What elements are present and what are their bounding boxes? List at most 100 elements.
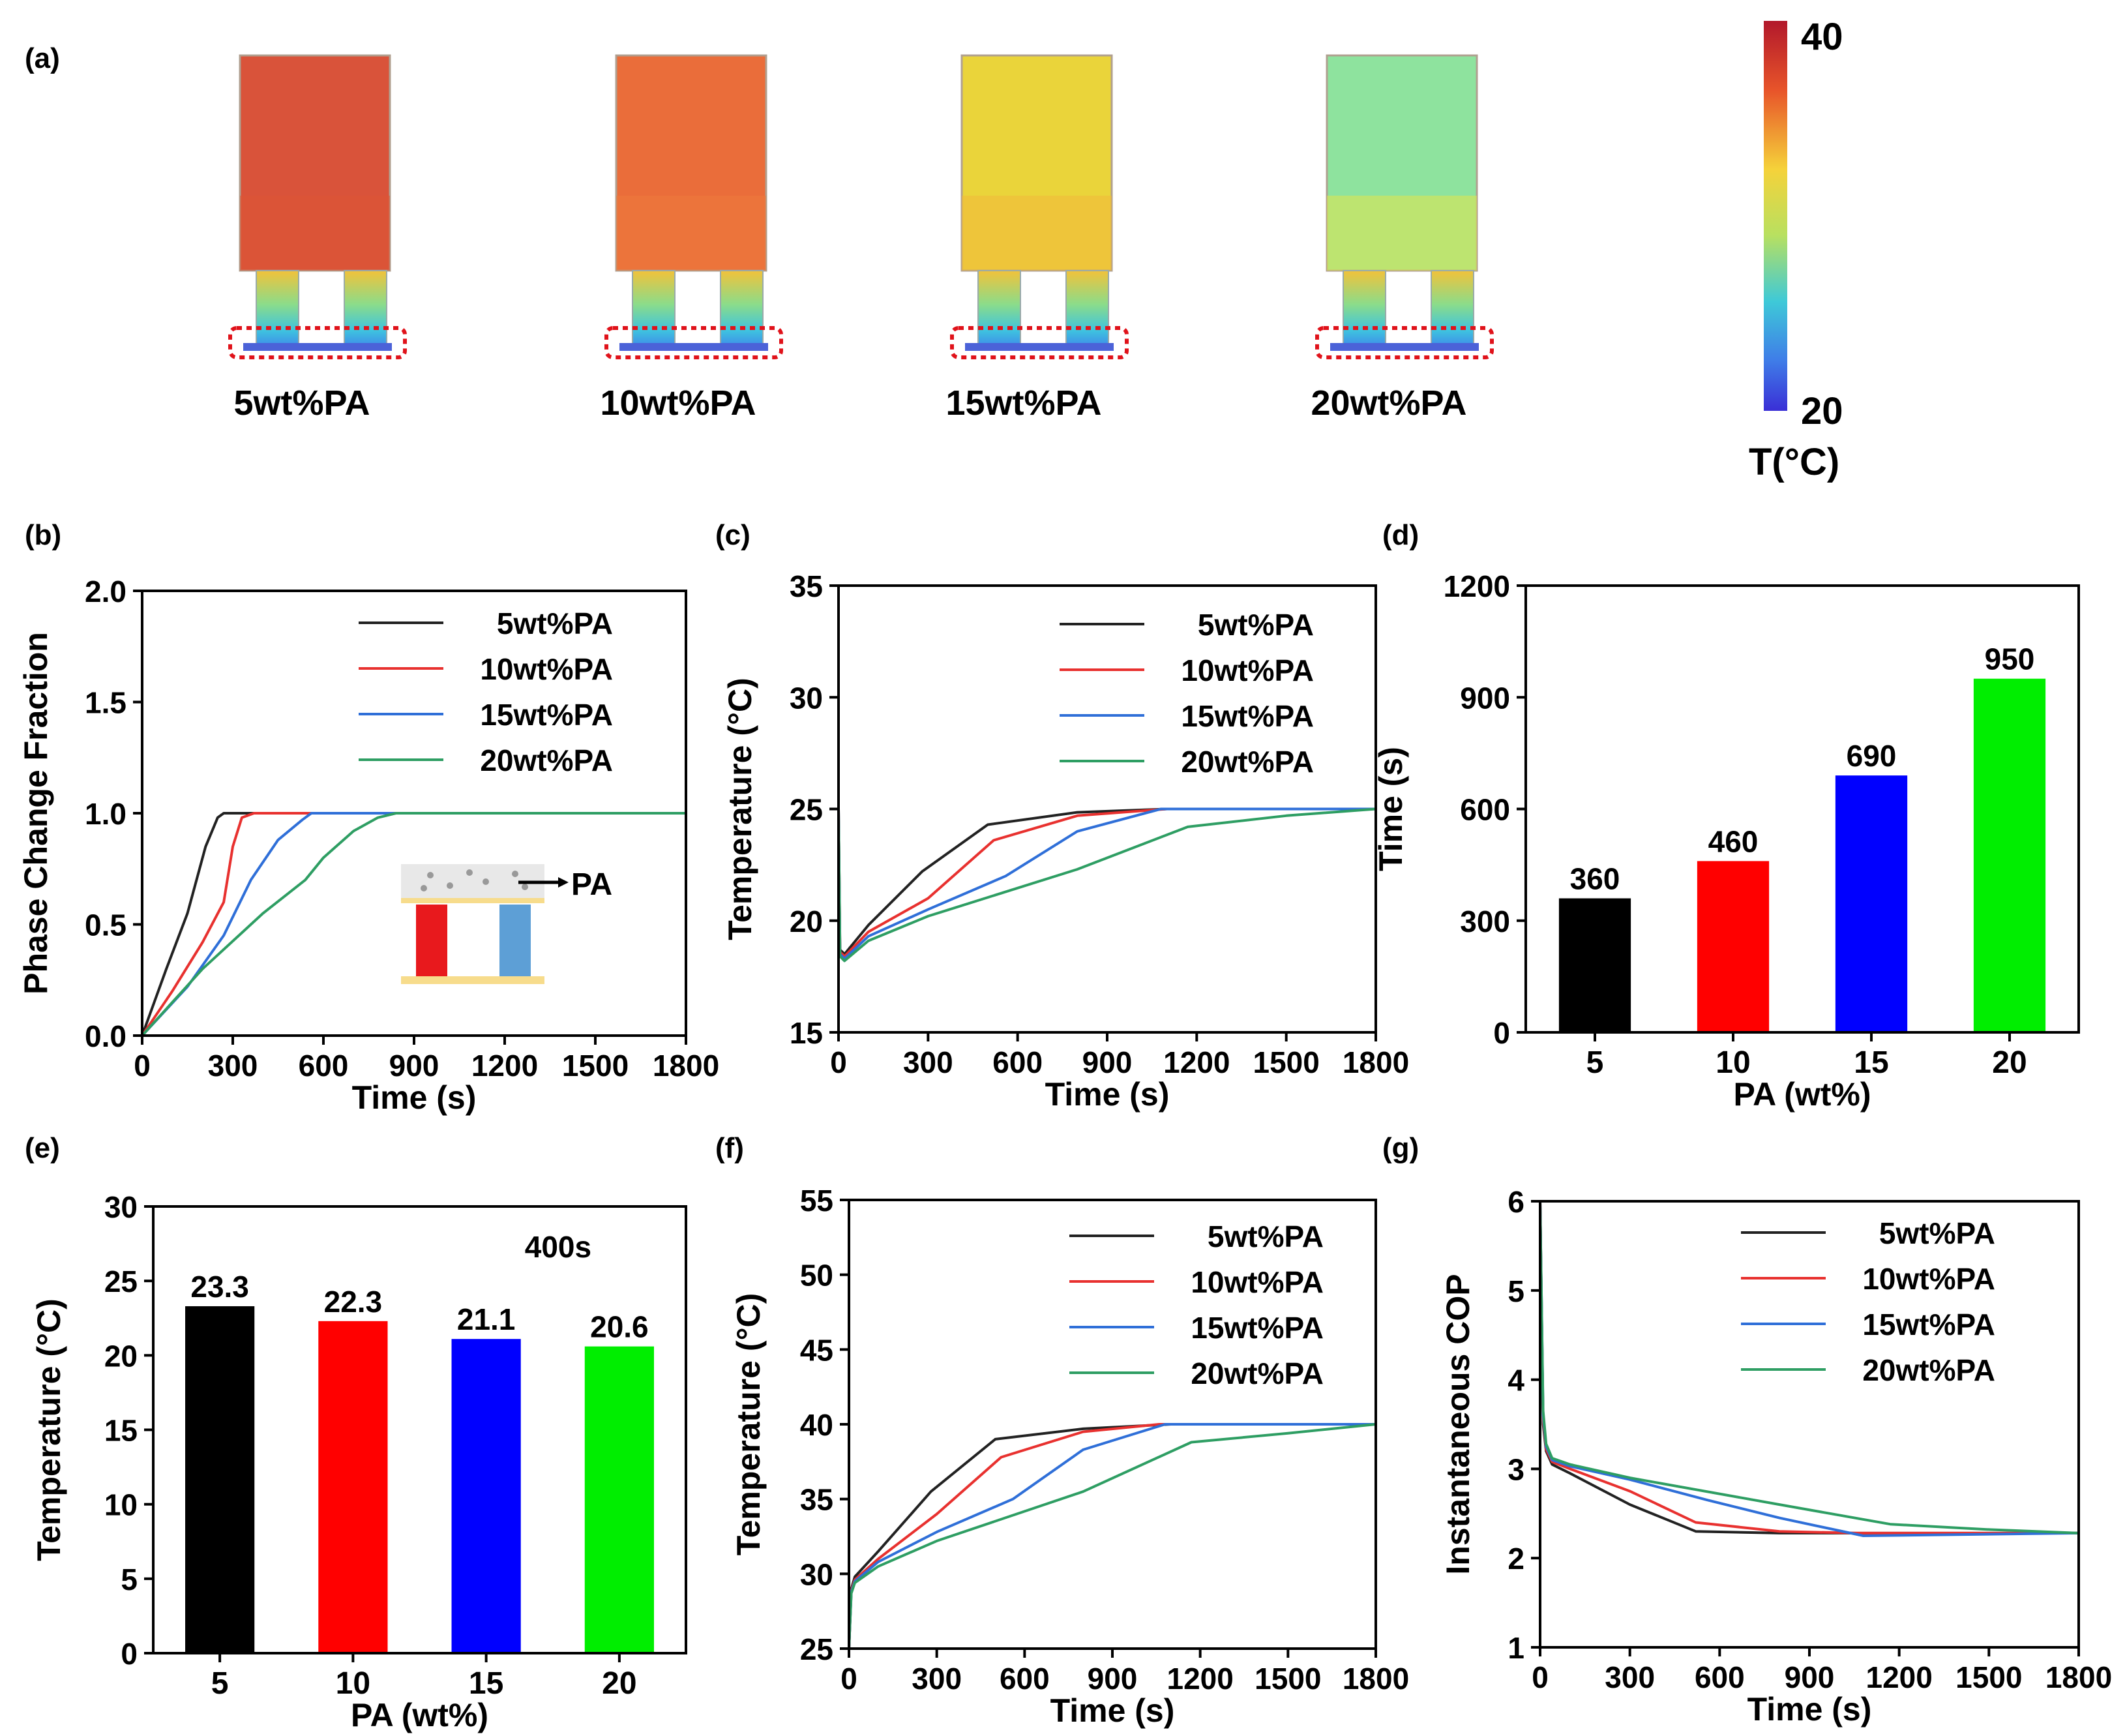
bar-value-label: 950 [1985, 642, 2035, 676]
panel-label: (b) [25, 519, 61, 551]
x-axis-label: PA (wt%) [1733, 1076, 1871, 1113]
y-tick-label: 600 [1460, 793, 1510, 827]
thermoelectric-leg-left [977, 270, 1021, 346]
y-tick-label: 40 [800, 1408, 833, 1442]
sample-label: 5wt%PA [233, 383, 370, 423]
plot-frame [1539, 1200, 2080, 1649]
thermoelectric-leg-right [720, 270, 764, 346]
y-tick-label: 0 [121, 1637, 138, 1671]
bar [1558, 898, 1631, 1032]
y-tick-label: 900 [1460, 681, 1510, 715]
x-tick-label: 20 [1992, 1045, 2027, 1080]
y-tick-label: 25 [790, 793, 823, 827]
x-axis-label: Time (s) [1045, 1076, 1170, 1113]
colorbar-max-label: 40 [1801, 16, 1843, 58]
thermoelectric-leg-left [256, 270, 299, 346]
bar-value-label: 690 [1847, 739, 1897, 773]
pa-layer [1330, 343, 1479, 351]
x-tick-label: 0 [840, 1662, 857, 1696]
y-tick-label: 45 [800, 1333, 833, 1367]
series-line [141, 812, 686, 1036]
x-tick-label: 5 [1586, 1045, 1604, 1080]
x-tick-label: 600 [299, 1049, 349, 1083]
y-tick-label: 15 [790, 1016, 823, 1050]
x-tick-label: 1500 [1255, 1662, 1321, 1696]
series-line [837, 807, 1376, 960]
y-tick-label: 5 [1508, 1274, 1524, 1308]
x-tick-label: 1500 [1955, 1660, 2022, 1694]
y-tick-label: 0.0 [85, 1019, 126, 1053]
colorbar-title: T(°C) [1749, 441, 1839, 483]
x-tick-label: 300 [208, 1049, 258, 1083]
bar-value-label: 360 [1570, 862, 1620, 896]
panel-label: (c) [715, 519, 750, 551]
thermoelectric-leg-right [1431, 270, 1474, 346]
heat-sink-lower-shade [240, 196, 390, 271]
sample-label: 10wt%PA [600, 383, 756, 423]
y-tick-label: 35 [800, 1483, 833, 1517]
sample-device: 20wt%PA [1311, 54, 1494, 423]
series-line [141, 812, 686, 1037]
n-leg [499, 905, 531, 976]
y-tick-label: 30 [790, 681, 823, 715]
legend-label: 10wt%PA [1862, 1262, 1995, 1296]
chart-c: (c) 15 20 25 30 35 Temperature (°C) Time (s) 0 30… [715, 519, 1409, 1113]
series-line [837, 807, 1376, 958]
bar-value-label: 460 [1708, 824, 1759, 858]
heat-sink-lower-shade [962, 196, 1112, 271]
y-axis-label: Temperature (°C) [730, 1293, 767, 1555]
plot-frame [141, 590, 687, 1037]
y-tick-label: 35 [790, 569, 823, 603]
y-tick-label: 30 [104, 1190, 138, 1224]
chart-b: (b) 0.0 0.5 1.0 1.5 2.0 Phase Change Fraction T… [18, 519, 719, 1116]
pa-highlight-box [228, 326, 407, 359]
y-tick-label: 1200 [1444, 569, 1510, 603]
x-tick-label: 600 [992, 1045, 1043, 1079]
plot-frame [837, 584, 1377, 1034]
x-tick-label: 1800 [2045, 1660, 2112, 1694]
y-tick-label: 25 [104, 1265, 138, 1298]
pa-highlight-box [950, 326, 1129, 359]
series-line [848, 1423, 1376, 1649]
inset-schematic: PA [401, 864, 612, 984]
legend-label: 10wt%PA [1181, 653, 1314, 687]
x-axis-label: Time (s) [352, 1079, 477, 1116]
series-line [1539, 1201, 2079, 1534]
y-tick-label: 20 [790, 905, 823, 938]
thermoelectric-leg-left [1343, 270, 1386, 346]
colorbar-min-label: 20 [1801, 390, 1843, 432]
pa-particle [427, 872, 434, 878]
x-axis-label: Time (s) [1747, 1691, 1872, 1728]
legend-label: 20wt%PA [1862, 1353, 1995, 1387]
sample-device: 15wt%PA [945, 54, 1129, 423]
x-tick-label: 1800 [653, 1049, 719, 1083]
plot-frame [152, 1205, 687, 1654]
series-line [848, 1423, 1376, 1649]
bar [1835, 775, 1908, 1032]
bar [1973, 678, 2046, 1032]
bar-value-label: 22.3 [324, 1285, 383, 1319]
series-line [837, 807, 1376, 963]
bar-value-label: 21.1 [457, 1302, 516, 1336]
y-axis-label: Temperature (°C) [31, 1298, 67, 1561]
y-tick-label: 50 [800, 1259, 833, 1293]
panel-label: (e) [25, 1132, 60, 1164]
pa-layer [965, 343, 1114, 351]
bar [185, 1306, 255, 1653]
y-tick-label: 4 [1508, 1364, 1524, 1398]
thermoelectric-leg-left [632, 270, 676, 346]
bottom-plate [401, 976, 544, 984]
x-tick-label: 900 [1082, 1045, 1133, 1079]
pa-particle [483, 878, 489, 885]
panel-a: (a) 5wt%PA 10wt%PA 15wt%PA 20wt%PA 40 20 T(… [25, 16, 1843, 483]
pa-layer [243, 343, 392, 351]
legend-label: 5wt%PA [1208, 1220, 1324, 1253]
x-tick-label: 1200 [471, 1049, 538, 1083]
panel-label: (a) [25, 42, 60, 74]
x-axis-label: PA (wt%) [351, 1697, 488, 1733]
legend-label: 15wt%PA [1181, 699, 1314, 733]
pa-particle [421, 885, 427, 891]
x-tick-label: 300 [912, 1662, 962, 1696]
chart-g: (g) 1 2 3 4 5 6 Instantaneous COP Time (s) 0 300 60… [1382, 1132, 2112, 1728]
